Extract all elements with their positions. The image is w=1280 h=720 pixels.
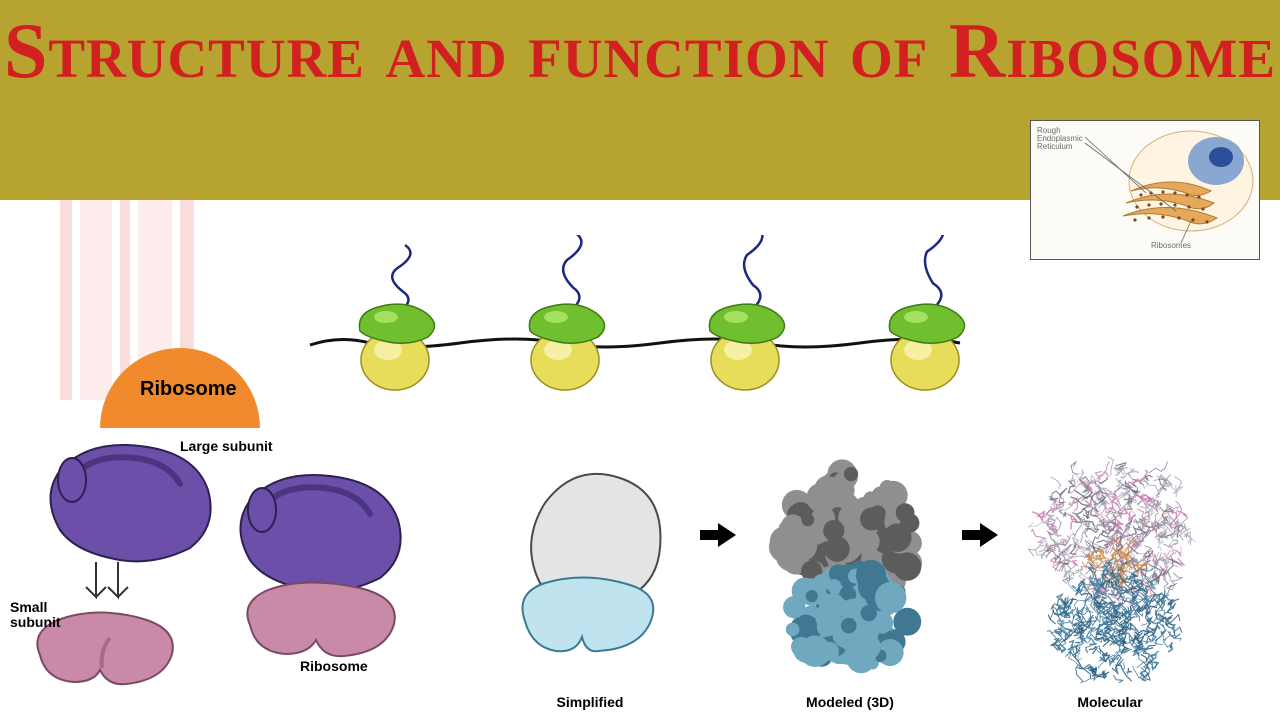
small-subunit-label: Small subunit bbox=[10, 600, 60, 631]
arrow-icon bbox=[718, 523, 736, 547]
polyribosome-diagram bbox=[300, 235, 1000, 385]
arrow-icon bbox=[980, 523, 998, 547]
polyribosome-section-label: Ribosome bbox=[140, 378, 237, 401]
arrow-icon bbox=[962, 530, 980, 540]
polyribosome-svg bbox=[300, 235, 1000, 405]
page-title: Structure and function of Ribosome bbox=[4, 7, 1276, 94]
cell-er-label: Rough Endoplasmic Reticulum bbox=[1037, 127, 1097, 151]
arrow-icon bbox=[700, 530, 718, 540]
rep-simplified-caption: Simplified bbox=[490, 694, 690, 710]
combined-ribosome-label: Ribosome bbox=[300, 658, 368, 674]
rep-molecular: Molecular bbox=[1010, 453, 1210, 710]
cell-inset-panel: Rough Endoplasmic Reticulum Ribosomes bbox=[1030, 120, 1260, 260]
representation-row: Simplified Modeled (3D) Molecular bbox=[490, 420, 1270, 710]
rep-simplified: Simplified bbox=[490, 453, 690, 710]
rep-molecular-caption: Molecular bbox=[1010, 694, 1210, 710]
rep-modeled-caption: Modeled (3D) bbox=[750, 694, 950, 710]
subunit-diagram: Large subunit Small subunit Ribosome bbox=[10, 400, 430, 710]
cell-ribosome-label: Ribosomes bbox=[1151, 241, 1191, 250]
large-subunit-label: Large subunit bbox=[180, 438, 273, 454]
rep-modeled-3d: Modeled (3D) bbox=[750, 453, 950, 710]
